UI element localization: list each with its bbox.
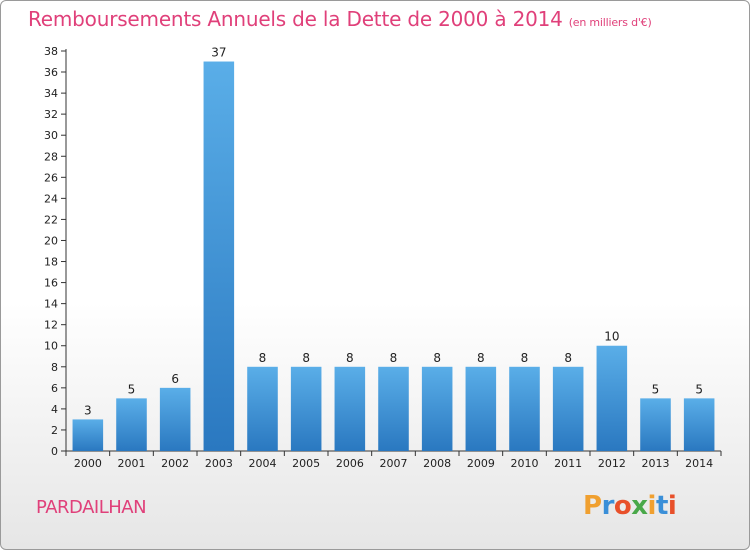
y-tick-label: 0 [51,445,58,458]
bar-value-label: 5 [128,382,136,396]
bar [596,345,628,451]
x-tick-label: 2009 [467,457,495,470]
x-tick-label: 2010 [511,457,539,470]
bar [683,398,715,451]
bar [203,61,235,452]
y-tick-label: 38 [44,45,58,58]
bar [421,366,453,451]
y-tick-label: 24 [44,192,58,205]
bar [290,366,322,451]
commune-name: PARDAILHAN [36,497,147,518]
y-tick-label: 2 [51,424,58,437]
bar [552,366,584,451]
bar [334,366,366,451]
x-tick-label: 2014 [685,457,713,470]
bar-value-label: 37 [211,46,226,60]
chart-title: Remboursements Annuels de la Dette de 20… [28,7,652,31]
y-tick-label: 14 [44,298,58,311]
bar [378,366,409,451]
y-tick-label: 26 [44,171,58,184]
x-tick-label: 2000 [74,457,102,470]
y-tick-label: 16 [44,277,58,290]
bar [72,419,104,451]
y-tick-label: 10 [44,340,58,353]
bar [640,398,671,451]
bar-value-label: 8 [346,351,354,365]
y-tick-label: 20 [44,234,58,247]
x-tick-label: 2003 [205,457,233,470]
bar-value-label: 8 [521,351,529,365]
y-tick-label: 18 [44,256,58,269]
x-tick-label: 2007 [380,457,408,470]
x-tick-label: 2002 [161,457,189,470]
proxiti-logo: Proxiti [583,491,677,521]
y-tick-label: 8 [51,361,58,374]
bar-value-label: 5 [695,382,703,396]
bar-value-label: 5 [652,382,660,396]
y-tick-label: 22 [44,213,58,226]
x-tick-label: 2012 [598,457,626,470]
bar [509,366,540,451]
y-tick-label: 12 [44,319,58,332]
data-labels: 3 5 6 37 8 8 8 8 8 8 8 8 10 5 5 [84,46,703,418]
logo-letter: x [631,491,648,521]
bar-value-label: 8 [433,351,441,365]
bar-value-label: 8 [302,351,310,365]
bar-value-label: 3 [84,403,92,417]
logo-letter: i [667,491,677,521]
logo-letter: o [613,491,632,521]
y-tick-label: 30 [44,129,58,142]
y-tick-label: 36 [44,66,58,79]
logo-letter: i [647,491,657,521]
x-tick-label: 2011 [554,457,582,470]
bar-value-label: 10 [604,330,619,344]
x-tick-label: 2001 [118,457,146,470]
logo-letter: r [601,491,615,521]
bar-value-label: 8 [564,351,572,365]
y-tick-label: 6 [51,382,58,395]
bar-value-label: 6 [171,372,179,386]
y-tick-label: 28 [44,150,58,163]
x-tick-label: 2004 [249,457,277,470]
bar-value-label: 8 [390,351,398,365]
bar [159,387,191,451]
x-tick-label: 2006 [336,457,364,470]
x-tick-label: 2008 [423,457,451,470]
bar [465,366,497,451]
chart-unit: (en milliers d'€) [568,16,652,29]
bars [72,61,715,452]
bar [247,366,278,451]
y-tick-label: 34 [44,87,58,100]
y-tick-label: 32 [44,108,58,121]
logo-letter: P [583,491,602,521]
x-tick-label: 2005 [292,457,320,470]
bar-value-label: 8 [259,351,267,365]
x-tick-label: 2013 [642,457,670,470]
logo-letter: t [655,491,668,521]
bar [116,398,147,451]
y-tick-label: 4 [51,403,58,416]
chart-title-text: Remboursements Annuels de la Dette de 20… [28,7,563,31]
bar-value-label: 8 [477,351,485,365]
